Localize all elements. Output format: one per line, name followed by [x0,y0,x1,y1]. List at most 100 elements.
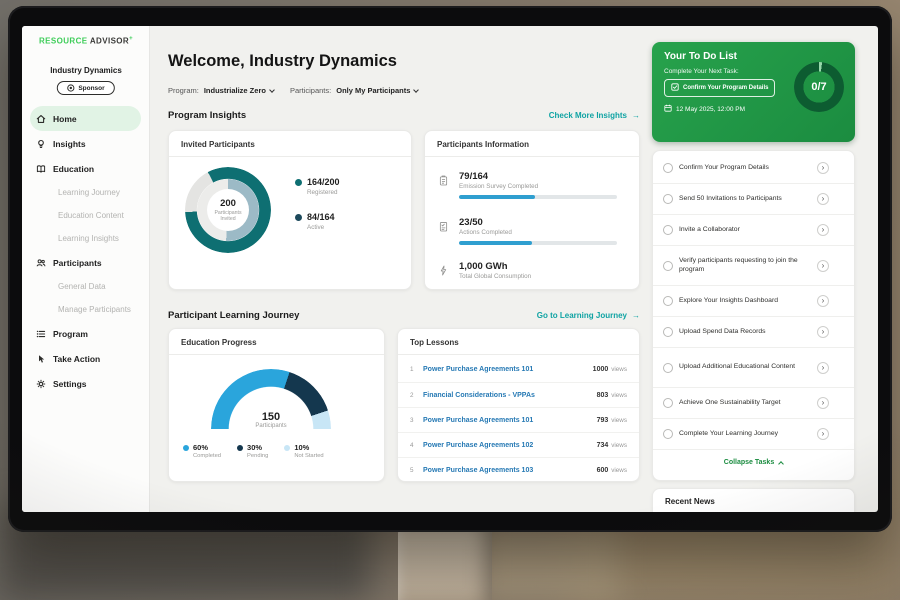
lesson-link[interactable]: Financial Considerations - VPPAs [423,391,535,399]
participants-information-card: Participants Information 79/164 Emission… [424,130,640,290]
task-row-explore-insights[interactable]: Explore Your Insights Dashboard › [653,286,854,317]
task-checkbox[interactable] [663,163,673,173]
chevron-right-icon[interactable]: › [817,428,829,440]
task-checkbox[interactable] [663,362,673,373]
task-row-invite-collaborator[interactable]: Invite a Collaborator › [653,215,854,246]
chevron-right-icon[interactable]: › [817,224,829,236]
sidebar-item-education[interactable]: Education [30,156,141,181]
chevron-right-icon[interactable]: › [817,361,829,374]
sidebar-item-label: Settings [53,378,87,389]
todo-summary-card: Your To Do List Complete Your Next Task:… [652,42,855,142]
next-task-chip[interactable]: Confirm Your Program Details [664,79,776,97]
metric-label: Total Global Consumption [459,273,532,280]
task-row-verify-participants[interactable]: Verify participants requesting to join t… [653,246,854,286]
sidebar-item-program[interactable]: Program [30,321,141,346]
lesson-link[interactable]: Power Purchase Agreements 101 [423,416,534,424]
card-title: Education Progress [169,329,384,355]
sidebar-item-manage-participants[interactable]: Manage Participants [30,298,141,321]
sidebar-item-general-data[interactable]: General Data [30,275,141,298]
task-row-complete-learning-journey[interactable]: Complete Your Learning Journey › [653,419,854,450]
sidebar-item-label: Manage Participants [58,305,131,314]
legend-dot [183,444,189,451]
chevron-right-icon[interactable]: › [817,259,829,272]
collapse-label: Collapse Tasks [723,459,775,466]
task-row-upload-educational-content[interactable]: Upload Additional Educational Content › [653,348,854,388]
legend-dot [284,444,291,451]
education-progress-card: Education Progress 150 Participants 60% … [168,328,385,482]
metric-label: Emission Survey Completed [459,183,539,190]
insights-icon [36,139,46,149]
task-row-upload-spend-data[interactable]: Upload Spend Data Records › [653,317,854,348]
metric-value: 23/50 [459,217,483,228]
legend-item-completed: 60% Completed [183,443,221,459]
donut-center-value: 200 [220,197,236,209]
sidebar-item-take-action[interactable]: Take Action [30,346,141,371]
sidebar-nav: Home Insights Education Learning Journey… [22,106,149,396]
task-row-achieve-target[interactable]: Achieve One Sustainability Target › [653,388,854,419]
task-row-send-invitations[interactable]: Send 50 Invitations to Participants › [653,184,854,215]
legend-dot [295,178,302,186]
task-label: Confirm Your Program Details [679,163,769,171]
sidebar-item-learning-insights[interactable]: Learning Insights [30,227,141,250]
emission-survey-row: 79/164 Emission Survey Completed [439,171,625,199]
lesson-views-label: views [611,466,627,474]
task-label: Send 50 Invitations to Participants [679,194,782,202]
metric-value: 79/164 [459,171,489,182]
participants-select-value: Only My Participants [336,86,411,95]
participants-select[interactable]: Only My Participants [336,86,420,95]
task-label: Upload Spend Data Records [679,327,766,335]
section-title: Program Insights [168,110,247,121]
todo-subtitle: Complete Your Next Task: [664,68,739,75]
chevron-right-icon[interactable]: › [817,162,829,174]
chevron-right-icon[interactable]: › [817,397,829,409]
task-checkbox[interactable] [663,260,673,271]
org-name: Industry Dynamics [50,66,122,75]
todo-tasks-card: Confirm Your Program Details › Send 50 I… [652,150,855,481]
todo-progress-ring: 0/7 [794,62,844,112]
chevron-up-icon [778,461,785,467]
chevron-right-icon[interactable]: › [817,193,829,205]
survey-icon [439,173,448,191]
education-gauge-chart: 150 Participants [211,369,331,429]
sidebar-item-learning-journey[interactable]: Learning Journey [30,181,141,204]
chevron-right-icon[interactable]: › [817,295,829,307]
task-checkbox[interactable] [663,194,673,204]
lesson-link[interactable]: Power Purchase Agreements 103 [423,466,534,474]
sponsor-badge: Sponsor [56,81,115,95]
sidebar-item-label: Education [53,163,95,174]
check-more-insights-link[interactable]: Check More Insights → [549,111,640,120]
legend-value: 30% [247,443,263,452]
go-to-learning-journey-link[interactable]: Go to Learning Journey → [537,311,640,320]
task-row-confirm-program[interactable]: Confirm Your Program Details › [653,153,854,184]
legend-label: Not Started [294,453,324,459]
lesson-views: 734 [596,441,609,449]
take-action-icon [36,354,46,364]
sidebar-item-participants[interactable]: Participants [30,250,141,275]
lesson-rank: 4 [410,441,414,449]
lesson-link[interactable]: Power Purchase Agreements 102 [423,441,534,449]
task-checkbox[interactable] [663,296,673,306]
task-checkbox[interactable] [663,398,673,408]
task-checkbox[interactable] [663,429,673,439]
legend-value: 164/200 [307,177,340,187]
section-title: Participant Learning Journey [168,310,300,321]
lesson-rank: 2 [410,391,414,399]
program-select[interactable]: Industrialize Zero [204,86,275,95]
collapse-tasks-link[interactable]: Collapse Tasks [653,450,854,475]
card-title: Participants Information [425,131,639,157]
legend-label: Completed [193,453,222,459]
sidebar-item-settings[interactable]: Settings [30,371,141,396]
monitor-bezel: RESOURCE ADVISOR+ Industry Dynamics Spon… [8,6,892,532]
lesson-row: 2 Financial Considerations - VPPAs 803 v… [398,382,639,407]
sidebar-item-education-content[interactable]: Education Content [30,204,141,227]
sidebar-item-home[interactable]: Home [30,106,141,131]
lesson-link[interactable]: Power Purchase Agreements 101 [423,366,534,373]
task-checkbox[interactable] [663,225,673,235]
sidebar-item-label: Program [53,328,88,339]
progress-fill [459,241,532,245]
invited-participants-card: Invited Participants 200 Participants In… [168,130,412,290]
chevron-right-icon[interactable]: › [817,326,829,338]
check-square-icon [671,83,679,93]
task-checkbox[interactable] [663,327,673,337]
sidebar-item-insights[interactable]: Insights [30,131,141,156]
